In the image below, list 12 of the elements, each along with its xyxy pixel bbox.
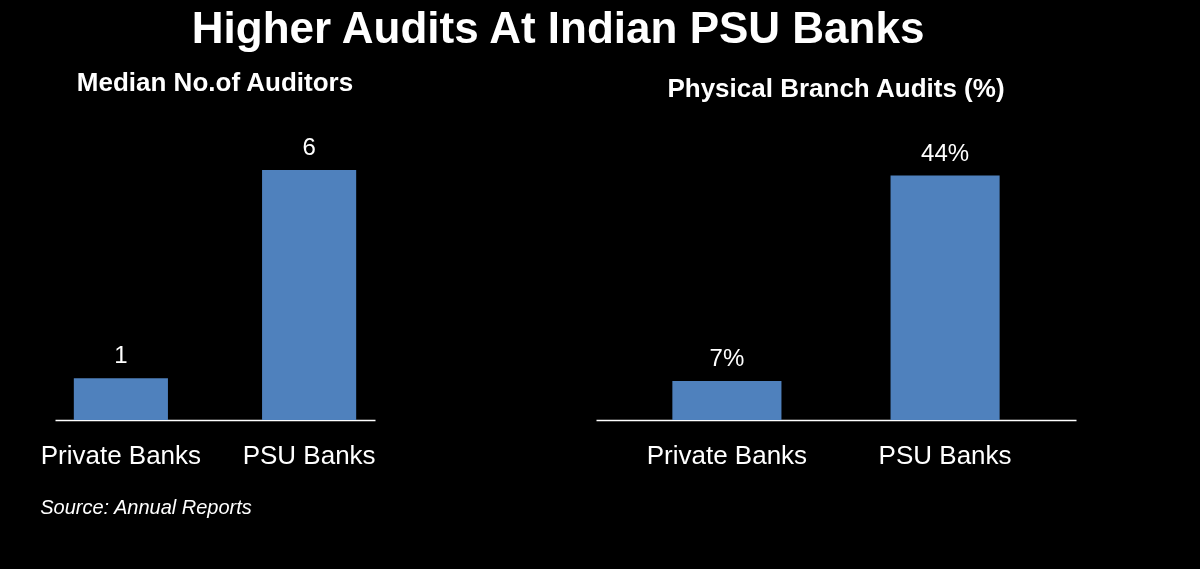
x-tick-label: PSU Banks [242, 439, 376, 470]
data-label: 1 [114, 341, 128, 369]
data-label: 6 [302, 133, 316, 160]
x-tick-label: PSU Banks [878, 439, 1012, 470]
chart-subtitle: Median No.of Auditors [76, 67, 354, 97]
data-label: 44% [921, 138, 970, 166]
x-tick-label: Private Banks [40, 439, 202, 470]
source-note: Source: Annual Reports [40, 496, 252, 518]
x-tick-label: Private Banks [646, 439, 808, 470]
chart-title: Physical Branch Audits (%) [667, 72, 1005, 103]
text: Higher Audits At Indian PSU Banks [191, 3, 925, 52]
data-label: 7% [709, 344, 745, 372]
